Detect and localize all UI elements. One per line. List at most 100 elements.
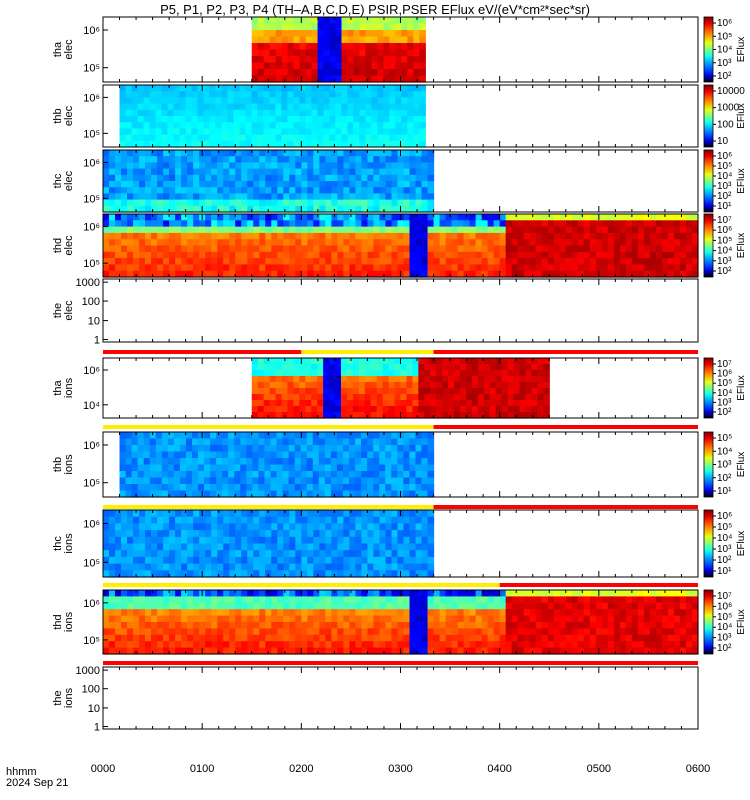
heatmap-cell (397, 245, 405, 253)
y-tick-label: 10⁶ (83, 440, 100, 452)
heatmap-cell (133, 634, 140, 642)
heatmap-cell (258, 484, 266, 492)
heatmap-cell (667, 226, 675, 234)
heatmap-cell (329, 103, 336, 111)
heatmap-cell (691, 226, 699, 234)
heatmap-cell (385, 251, 393, 259)
heatmap-cell (299, 17, 307, 25)
heatmap-cell (229, 556, 236, 565)
heatmap-cell (359, 49, 367, 57)
heatmap-cell (127, 563, 134, 571)
heatmap-cell (241, 187, 248, 194)
heatmap-cell (655, 214, 663, 221)
heatmap-cell (270, 471, 278, 479)
heatmap-cell (239, 128, 247, 136)
heatmap-cell (643, 245, 651, 253)
heatmap-cell (215, 134, 223, 142)
heatmap-cell (275, 56, 283, 64)
heatmap-cell (149, 103, 157, 111)
heatmap-cell (407, 75, 414, 83)
heatmap-cell (169, 647, 176, 655)
heatmap-cell (211, 156, 218, 163)
heatmap-cell (337, 162, 344, 170)
heatmap-cell (169, 150, 176, 157)
heatmap-cell (253, 647, 260, 655)
heatmap-cell (385, 205, 393, 213)
heatmap-cell (275, 75, 283, 83)
heatmap-cell (151, 168, 158, 176)
heatmap-cell (341, 49, 349, 57)
heatmap-cell (342, 490, 350, 498)
heatmap-cell (151, 193, 158, 201)
heatmap-cell (385, 264, 393, 272)
heatmap-cell (349, 563, 357, 571)
colorbar-tick-label: 10³ (717, 460, 732, 471)
heatmap-cell (415, 530, 423, 538)
heatmap-cell (127, 258, 134, 265)
heatmap-cell (346, 394, 354, 401)
heatmap-cell (547, 270, 555, 278)
heatmap-cell (265, 634, 272, 642)
heatmap-cell (253, 270, 260, 278)
heatmap-cell (276, 484, 284, 492)
heatmap-cell (109, 239, 116, 247)
heatmap-cell (373, 432, 380, 440)
heatmap-cell (501, 382, 509, 389)
heatmap-cell (331, 193, 338, 201)
heatmap-cell (319, 162, 326, 170)
heatmap-cell (619, 239, 627, 247)
heatmap-cell (281, 388, 289, 395)
heatmap-cell (330, 432, 338, 440)
heatmap-cell (157, 220, 164, 228)
heatmap-cell (406, 406, 413, 413)
heatmap-cell (625, 232, 633, 240)
y-axis-label: thc (52, 536, 64, 551)
heatmap-cell (149, 464, 157, 472)
heatmap-cell (349, 438, 356, 446)
heatmap-cell (353, 128, 360, 136)
heatmap-cell (331, 220, 338, 228)
heatmap-cell (139, 245, 146, 253)
heatmap-cell (541, 258, 549, 265)
heatmap-cell (607, 220, 615, 228)
heatmap-cell (198, 438, 205, 446)
heatmap-cell (215, 109, 223, 117)
heatmap-cell (161, 103, 169, 111)
heatmap-cell (463, 251, 471, 259)
heatmap-cell (281, 85, 288, 92)
heatmap-cell (211, 634, 218, 642)
heatmap-cell (407, 116, 414, 123)
heatmap-cell (258, 464, 266, 472)
heatmap-cell (661, 214, 669, 221)
heatmap-cell (253, 205, 260, 213)
heatmap-cell (565, 226, 573, 234)
heatmap-cell (439, 251, 447, 259)
heatmap-cell (352, 388, 360, 395)
heatmap-cell (139, 168, 146, 176)
heatmap-cell (211, 187, 218, 194)
heatmap-cell (331, 168, 338, 176)
heatmap-cell (507, 406, 515, 413)
colorbar (703, 149, 714, 213)
heatmap-cell (205, 647, 212, 655)
heatmap-cell (181, 270, 188, 278)
heatmap-cell (336, 484, 344, 492)
heatmap-cell (505, 245, 513, 253)
heatmap-cell (329, 406, 336, 413)
heatmap-cell (307, 193, 314, 201)
heatmap-cell (523, 258, 531, 265)
heatmap-cell (217, 609, 224, 617)
heatmap-cell (270, 445, 278, 453)
heatmap-cell (191, 116, 199, 123)
heatmap-cell (181, 536, 188, 545)
heatmap-cell (187, 181, 194, 188)
heatmap-cell (301, 615, 308, 623)
heatmap-cell (187, 628, 194, 636)
heatmap-cell (331, 563, 338, 571)
y-tick-label: 1 (94, 334, 100, 346)
heatmap-cell (377, 122, 384, 129)
heatmap-cell (287, 400, 294, 407)
heatmap-cell (145, 220, 152, 228)
heatmap-cell (353, 103, 360, 111)
heatmap-cell (342, 458, 350, 466)
